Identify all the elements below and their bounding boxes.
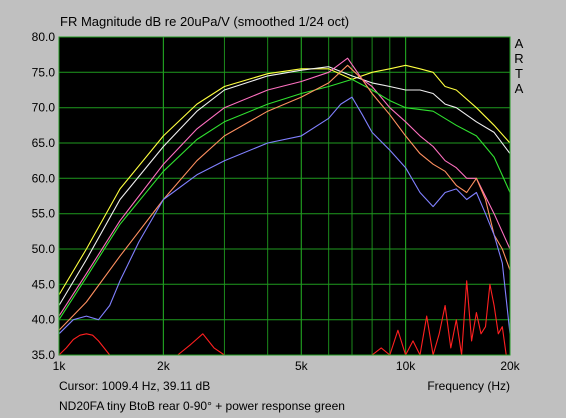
- x-tick-label: 5k: [295, 359, 309, 373]
- y-tick-label: 35.0: [32, 348, 56, 362]
- y-tick-label: 60.0: [32, 171, 56, 185]
- arta-letter: A: [515, 81, 524, 96]
- arta-letter: T: [515, 66, 523, 81]
- y-tick-label: 50.0: [32, 242, 56, 256]
- x-tick-label: 2k: [157, 359, 171, 373]
- y-tick-label: 70.0: [32, 101, 56, 115]
- y-tick-labels: 35.0 40.0 45.0 50.0 55.0 60.0 65.0 70.0 75.0 80.0: [32, 30, 56, 362]
- series-line: [58, 64, 511, 296]
- x-tick-label: 1k: [53, 359, 67, 373]
- y-tick-label: 45.0: [32, 277, 56, 291]
- y-tick-label: 55.0: [32, 207, 56, 221]
- chart-caption: ND20FA tiny BtoB rear 0-90° + power resp…: [59, 399, 345, 413]
- y-tick-label: 40.0: [32, 313, 56, 327]
- arta-letter: R: [514, 51, 523, 66]
- series-line: [58, 96, 511, 335]
- y-tick-label: 65.0: [32, 136, 56, 150]
- series-line: [58, 78, 511, 320]
- plot-area[interactable]: [59, 37, 510, 355]
- x-axis-label: Frequency (Hz): [427, 379, 510, 393]
- arta-letter: A: [515, 36, 524, 51]
- x-tick-label: 20k: [500, 359, 520, 373]
- x-tick-labels: 1k 2k 5k 10k 20k: [53, 359, 521, 373]
- plot-frame: [58, 36, 511, 356]
- y-tick-label: 80.0: [32, 30, 56, 44]
- series-line: [58, 57, 511, 317]
- cursor-readout: Cursor: 1009.4 Hz, 39.11 dB: [59, 379, 210, 393]
- y-tick-label: 75.0: [32, 65, 56, 79]
- chart-title: FR Magnitude dB re 20uPa/V (smoothed 1/2…: [60, 14, 349, 29]
- x-tick-label: 10k: [396, 359, 416, 373]
- series-line: [58, 64, 511, 331]
